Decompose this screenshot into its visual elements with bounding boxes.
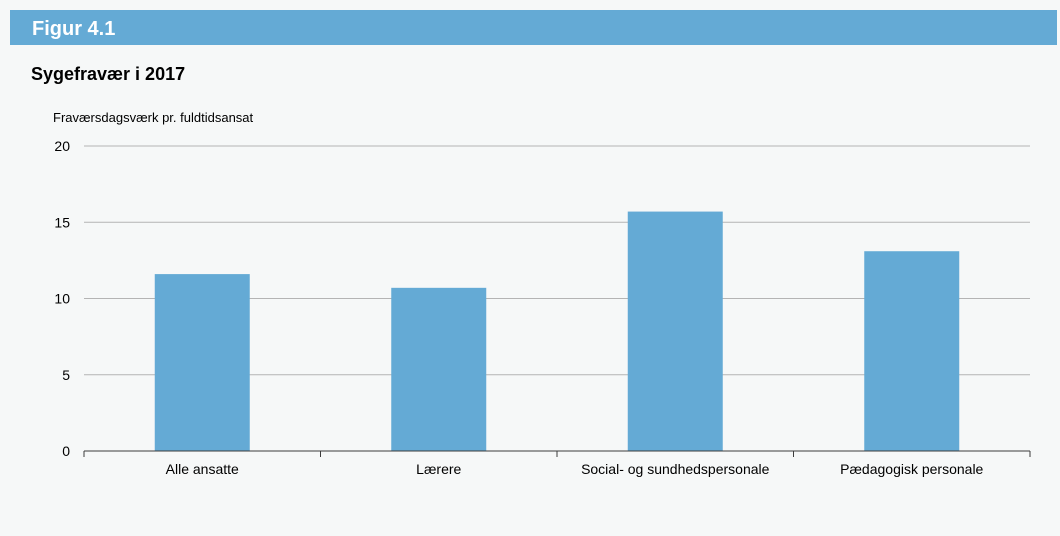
x-tick-label: Lærere — [416, 461, 461, 477]
x-axis — [83, 450, 1031, 457]
bar — [391, 287, 487, 451]
y-tick-label: 5 — [62, 367, 70, 383]
bar — [864, 251, 960, 451]
x-tick-label: Social- og sundhedspersonale — [581, 461, 770, 477]
y-axis-label: Fraværsdagsværk pr. fuldtidsansat — [53, 110, 254, 125]
x-tick-label: Pædagogisk personale — [840, 461, 983, 477]
y-tick-label: 15 — [54, 214, 70, 230]
bars — [154, 211, 960, 451]
y-tick-label: 20 — [54, 138, 70, 154]
figure-header-bar: Figur 4.1 — [10, 10, 1057, 45]
bar — [154, 274, 250, 451]
figure-number: Figur 4.1 — [32, 18, 116, 40]
y-tick-label: 0 — [62, 443, 70, 459]
x-tick-label: Alle ansatte — [166, 461, 239, 477]
chart-title: Sygefravær i 2017 — [31, 64, 186, 84]
y-tick-label: 10 — [54, 291, 70, 307]
y-tick-labels: 0 5 10 15 20 — [54, 138, 70, 459]
x-tick-labels: Alle ansatte Lærere Social- og sundhedsper… — [166, 461, 984, 477]
bar — [627, 211, 723, 451]
